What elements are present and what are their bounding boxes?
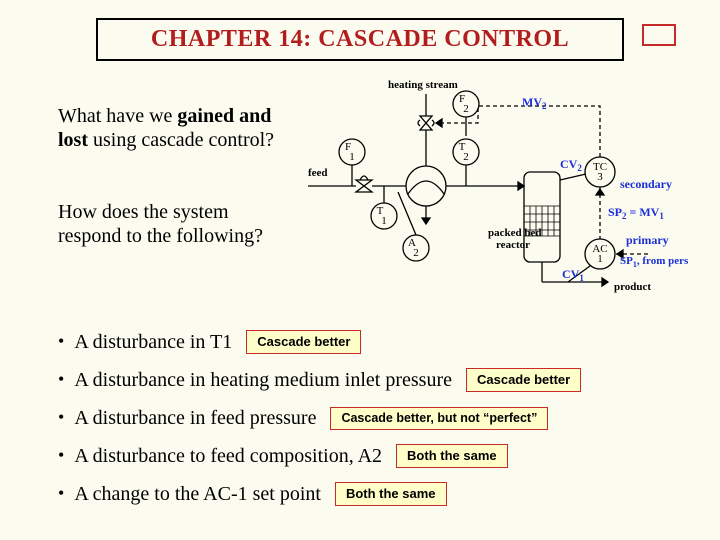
svg-text:CV2: CV2	[560, 157, 582, 173]
bullet-text: A disturbance in heating medium inlet pr…	[74, 368, 452, 392]
bullet-icon: •	[58, 369, 64, 391]
intro-paragraph-1: What have we gained and lost using casca…	[58, 104, 288, 152]
svg-text:2: 2	[463, 151, 469, 163]
intro-1-c: using cascade control?	[88, 129, 274, 151]
svg-text:primary: primary	[626, 233, 669, 247]
svg-text:feed: feed	[308, 167, 328, 179]
answer-box: Both the same	[396, 444, 508, 468]
bullet-row: • A disturbance in feed pressure Cascade…	[58, 406, 678, 430]
svg-text:reactor: reactor	[496, 239, 530, 251]
bullet-row: • A disturbance in T1 Cascade better	[58, 330, 678, 354]
bullet-row: • A disturbance to feed composition, A2 …	[58, 444, 678, 468]
bullet-text: A change to the AC-1 set point	[74, 482, 321, 506]
bullet-icon: •	[58, 331, 64, 353]
svg-text:1: 1	[349, 151, 355, 163]
intro-1-a: What have we	[58, 105, 177, 127]
bullet-row: • A change to the AC-1 set point Both th…	[58, 482, 678, 506]
svg-text:1: 1	[381, 215, 387, 227]
bullet-text: A disturbance to feed composition, A2	[74, 444, 382, 468]
page-title: CHAPTER 14: CASCADE CONTROL	[96, 18, 624, 61]
svg-text:MV2: MV2	[522, 95, 547, 111]
svg-text:SP1, from person: SP1, from person	[620, 255, 688, 269]
svg-text:packed bed: packed bed	[488, 227, 542, 239]
bullet-text: A disturbance in feed pressure	[74, 406, 316, 430]
svg-text:2: 2	[413, 247, 419, 259]
bullet-row: • A disturbance in heating medium inlet …	[58, 368, 678, 392]
bullet-icon: •	[58, 483, 64, 505]
bullet-icon: •	[58, 445, 64, 467]
svg-text:SP2 = MV1: SP2 = MV1	[608, 205, 664, 221]
process-diagram: heating stream feed packed bed reactor p…	[308, 76, 688, 300]
answer-box: Cascade better, but not “perfect”	[330, 407, 548, 430]
svg-text:1: 1	[597, 253, 603, 265]
accent-corner	[642, 24, 676, 46]
svg-text:CV1: CV1	[562, 267, 584, 283]
svg-text:heating stream: heating stream	[388, 79, 458, 91]
intro-paragraph-2: How does the system respond to the follo…	[58, 200, 288, 248]
svg-text:product: product	[614, 281, 651, 293]
bullet-list: • A disturbance in T1 Cascade better • A…	[58, 330, 678, 520]
svg-text:3: 3	[597, 171, 603, 183]
svg-text:2: 2	[463, 103, 469, 115]
svg-text:secondary: secondary	[620, 177, 672, 191]
bullet-icon: •	[58, 407, 64, 429]
answer-box: Both the same	[335, 482, 447, 506]
answer-box: Cascade better	[466, 368, 581, 392]
answer-box: Cascade better	[246, 330, 361, 354]
bullet-text: A disturbance in T1	[74, 330, 232, 354]
